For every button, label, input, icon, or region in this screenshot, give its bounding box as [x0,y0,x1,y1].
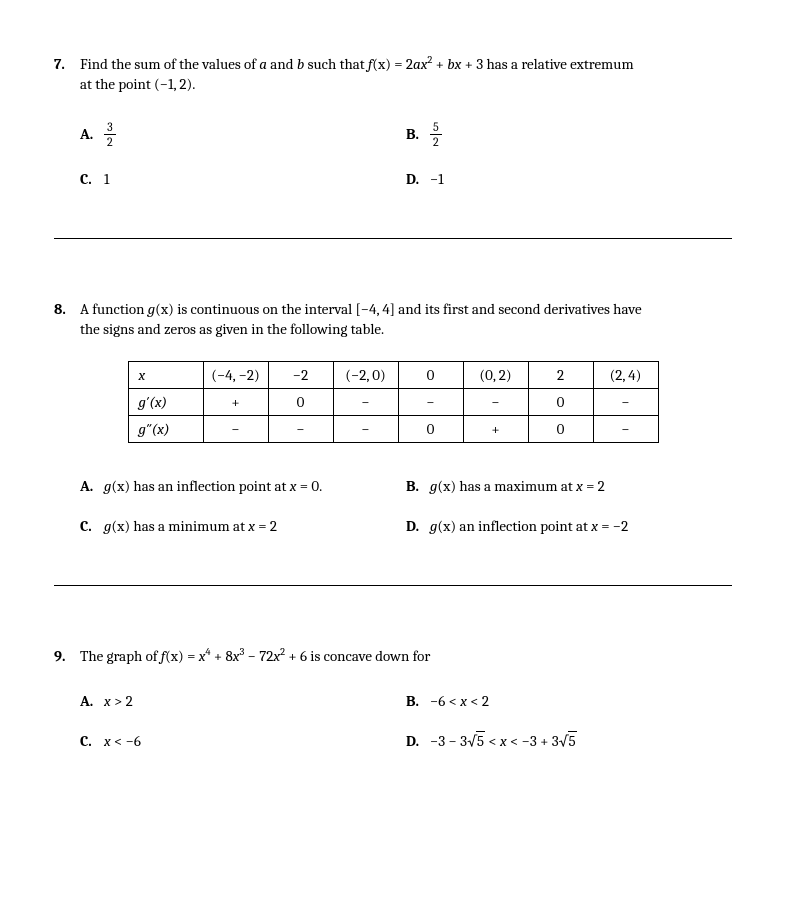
choice-8d: D. g(x) an inflection point at x = −2 [406,517,732,535]
problem-7-choices: A. 3 2 B. 5 2 C. 1 D. −1 [80,121,732,188]
choice-9c: C. x < −6 [80,732,406,750]
choice-8c-label: C. [80,517,104,535]
choice-9d-label: D. [406,732,430,750]
problem-8-choices: A. g(x) has an inflection point at x = 0… [80,477,732,535]
choice-9a: A. x > 2 [80,692,406,710]
choice-7a-value: 3 2 [104,121,116,148]
problem-9-stem: 9. The graph of f(x) = x4 + 8x3 − 72x2 +… [54,646,732,666]
choice-7c-value: 1 [104,170,109,188]
problem-9-choices: A. x > 2 B. −6 < x < 2 C. x < −6 D. −3 −… [80,692,732,750]
sign-table: x (−4, −2) −2 (−2, 0) 0 (0, 2) 2 (2, 4) … [128,361,659,443]
choice-9c-value: x < −6 [104,732,141,750]
problem-9: 9. The graph of f(x) = x4 + 8x3 − 72x2 +… [54,646,732,750]
problem-8: 8. A function g(x) is continuous on the … [54,299,732,536]
problem-7-stem: 7. Find the sum of the values of a and b… [54,54,732,95]
choice-7b: B. 5 2 [406,121,732,148]
choice-7c: C. 1 [80,170,406,188]
choice-9b: B. −6 < x < 2 [406,692,732,710]
problem-8-stem: 8. A function g(x) is continuous on the … [54,299,732,340]
choice-9d: D. −3 − 35 < x < −3 + 35 [406,732,732,750]
choice-9a-value: x > 2 [104,692,133,710]
problem-7: 7. Find the sum of the values of a and b… [54,54,732,188]
choice-9b-label: B. [406,692,430,710]
choice-8a: A. g(x) has an inflection point at x = 0… [80,477,406,495]
choice-9c-label: C. [80,732,104,750]
choice-7c-label: C. [80,170,104,188]
choice-9a-label: A. [80,692,104,710]
choice-8b-label: B. [406,477,430,495]
choice-8a-label: A. [80,477,104,495]
problem-9-text: The graph of f(x) = x4 + 8x3 − 72x2 + 6 … [80,646,732,666]
choice-7b-label: B. [406,125,430,143]
choice-8b-value: g(x) has a maximum at x = 2 [430,477,605,495]
problem-7-text: Find the sum of the values of a and b su… [80,54,732,95]
choice-7a: A. 3 2 [80,121,406,148]
problem-8-text: A function g(x) is continuous on the int… [80,299,732,340]
problem-8-number: 8. [54,299,80,319]
choice-8d-value: g(x) an inflection point at x = −2 [430,517,628,535]
choice-8c-value: g(x) has a minimum at x = 2 [104,517,277,535]
choice-9b-value: −6 < x < 2 [430,692,489,710]
choice-9d-value: −3 − 35 < x < −3 + 35 [430,732,577,750]
choice-7d-label: D. [406,170,430,188]
choice-7a-label: A. [80,125,104,143]
table-row-gdprime: g″(x) − − − 0 + 0 − [128,416,658,443]
problem-7-number: 7. [54,54,80,74]
choice-8a-value: g(x) has an inflection point at x = 0. [104,477,322,495]
choice-7d: D. −1 [406,170,732,188]
choice-7b-value: 5 2 [430,121,442,148]
choice-7d-value: −1 [430,170,444,188]
choice-8b: B. g(x) has a maximum at x = 2 [406,477,732,495]
problem-9-number: 9. [54,646,80,666]
choice-8d-label: D. [406,517,430,535]
divider-1 [54,238,732,239]
choice-8c: C. g(x) has a minimum at x = 2 [80,517,406,535]
table-row-head: x (−4, −2) −2 (−2, 0) 0 (0, 2) 2 (2, 4) [128,362,658,389]
table-row-gprime: g′(x) + 0 − − − 0 − [128,389,658,416]
divider-2 [54,585,732,586]
